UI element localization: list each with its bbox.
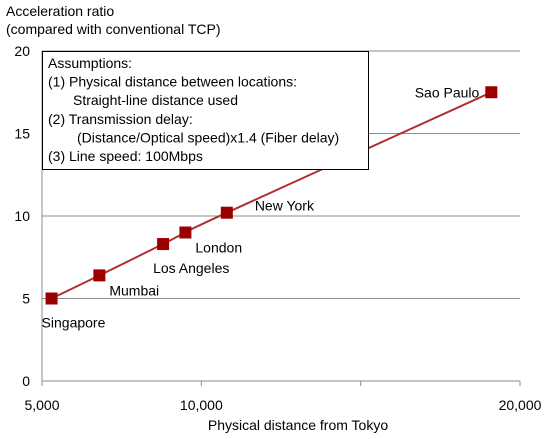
data-point-label: New York [255, 198, 315, 214]
y-tick-label: 15 [14, 126, 30, 142]
x-tick-label: 20,000 [499, 397, 542, 413]
assumptions-box-border [42, 51, 369, 170]
data-marker [93, 269, 106, 282]
assumptions-box: Assumptions: (1) Physical distance betwee… [42, 51, 369, 170]
y-tick-label: 20 [14, 43, 30, 59]
data-point-label: Los Angeles [153, 260, 229, 276]
data-marker [45, 292, 58, 305]
y-tick-label: 0 [22, 373, 30, 389]
assumptions-line: (Distance/Optical speed)x1.4 (Fiber dela… [77, 129, 339, 145]
x-axis-title: Physical distance from Tokyo [208, 417, 388, 433]
data-marker [220, 206, 233, 219]
y-tick-label: 5 [22, 291, 30, 307]
x-tick-label: 5,000 [24, 397, 59, 413]
x-tick-labels: 5,000 10,000 20,000 [24, 397, 541, 413]
data-point-label: Sao Paulo [415, 84, 480, 100]
y-tick-label: 10 [14, 208, 30, 224]
assumptions-line: Assumptions: [48, 55, 132, 71]
data-marker [179, 226, 192, 239]
data-point-label: Mumbai [109, 282, 159, 298]
y-axis-title-line-1: Acceleration ratio [6, 3, 114, 19]
data-point-label: London [195, 240, 242, 256]
assumptions-line: Straight-line distance used [73, 92, 238, 108]
assumptions-line: (3) Line speed: 100Mbps [48, 148, 203, 164]
y-tick-labels: 0 5 10 15 20 [14, 43, 30, 389]
data-marker [157, 238, 170, 251]
x-tick-label: 10,000 [180, 397, 223, 413]
data-point-labels: Singapore Mumbai Los Angeles London New York… [42, 84, 480, 330]
data-marker [485, 86, 498, 99]
data-point-label: Singapore [42, 315, 106, 331]
assumptions-line: (2) Transmission delay: [48, 111, 193, 127]
y-axis-title: Acceleration ratio (compared with conven… [6, 3, 221, 37]
assumptions-line: (1) Physical distance between locations: [48, 74, 297, 90]
y-axis-title-line-2: (compared with conventional TCP) [6, 21, 221, 37]
data-markers [45, 86, 498, 305]
